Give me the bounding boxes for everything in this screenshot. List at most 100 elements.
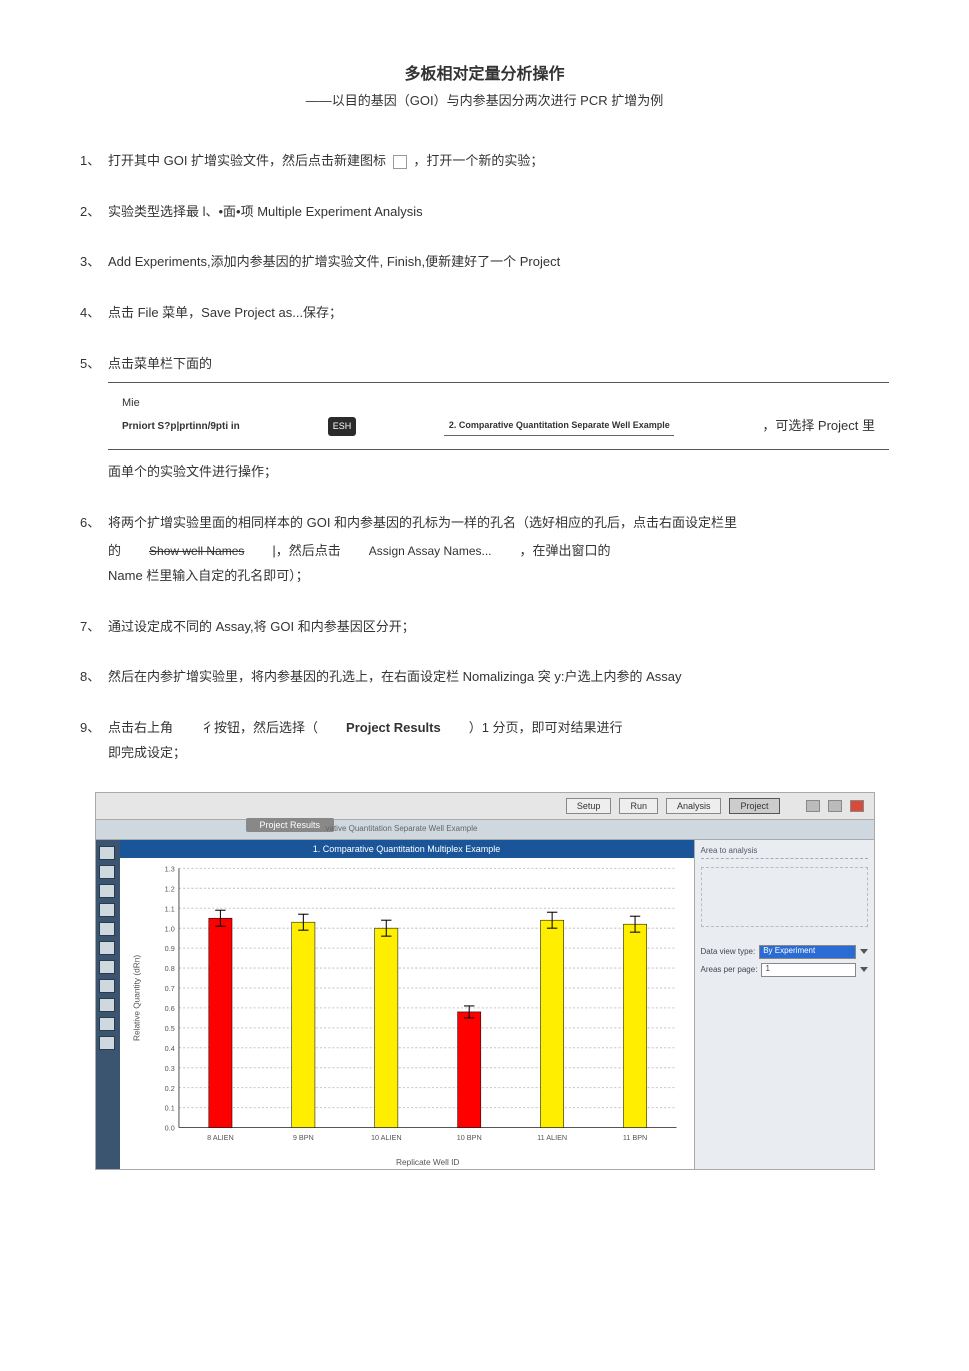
step-text: 点击菜单栏下面的 bbox=[108, 352, 889, 377]
step-num: 2、 bbox=[80, 200, 108, 225]
chart-zone: 1. Comparative Quantitation Multiplex Ex… bbox=[120, 840, 694, 1169]
svg-text:0.5: 0.5 bbox=[164, 1023, 174, 1032]
left-label: Prniort S?p|prtinn/9pti in bbox=[122, 417, 240, 436]
step-4: 4、 点击 File 菜单，Save Project as...保存； bbox=[80, 301, 889, 326]
step-text: ，打开一个新的实验； bbox=[413, 153, 543, 168]
tool-icon[interactable] bbox=[99, 941, 115, 955]
step-1: 1、 打开其中 GOI 扩增实验文件，然后点击新建图标 ，打开一个新的实验； bbox=[80, 149, 889, 174]
tool-icon[interactable] bbox=[99, 884, 115, 898]
svg-text:0.6: 0.6 bbox=[164, 1004, 174, 1013]
step-text: ）1 分页，即可对结果进行 bbox=[469, 716, 623, 741]
left-toolstrip bbox=[96, 840, 120, 1169]
svg-text:9 BPN: 9 BPN bbox=[292, 1132, 313, 1141]
inline-table: Mie Prniort S?p|prtinn/9pti in ESH 2. Co… bbox=[108, 382, 889, 450]
tab-analysis[interactable]: Analysis bbox=[666, 798, 722, 814]
settings-section-title: Area to analysis bbox=[701, 846, 868, 859]
tool-icon[interactable] bbox=[99, 903, 115, 917]
step-text: Name 栏里输入自定的孔名即可）； bbox=[108, 564, 889, 589]
right-text: ，可选择 Project 里 bbox=[762, 414, 875, 439]
areas-per-page-select[interactable]: 1 bbox=[761, 963, 855, 977]
tab-run[interactable]: Run bbox=[619, 798, 658, 814]
step-9: 9、 点击右上角 彳按钮，然后选择（ Project Results ）1 分页… bbox=[80, 716, 889, 765]
svg-text:0.9: 0.9 bbox=[164, 944, 174, 953]
step-7: 7、 通过设定成不同的 Assay,将 GOI 和内参基因区分开； bbox=[80, 615, 889, 640]
tool-icon[interactable] bbox=[99, 922, 115, 936]
svg-text:1.2: 1.2 bbox=[164, 884, 174, 893]
window-max-icon[interactable] bbox=[828, 800, 842, 812]
step-text: ，在弹出窗口的 bbox=[520, 539, 611, 564]
window-close-icon[interactable] bbox=[850, 800, 864, 812]
sub-title: vative Quantitation Separate Well Exampl… bbox=[326, 824, 478, 833]
step-text: 打开其中 GOI 扩增实验文件，然后点击新建图标 bbox=[108, 153, 386, 168]
show-well-names-label: Show well Names bbox=[149, 540, 244, 563]
tab-setup[interactable]: Setup bbox=[566, 798, 612, 814]
step-3: 3、 Add Experiments,添加内参基因的扩增实验文件, Finish… bbox=[80, 250, 889, 275]
dropdown-icon[interactable] bbox=[860, 949, 868, 954]
svg-text:0.0: 0.0 bbox=[164, 1123, 174, 1132]
tool-icon[interactable] bbox=[99, 960, 115, 974]
step-num: 3、 bbox=[80, 250, 108, 275]
tool-icon[interactable] bbox=[99, 979, 115, 993]
esh-badge: ESH bbox=[328, 417, 357, 436]
doc-title: 多板相对定量分析操作 bbox=[80, 60, 889, 84]
tool-icon[interactable] bbox=[99, 1017, 115, 1031]
step-num: 4、 bbox=[80, 301, 108, 326]
tool-icon[interactable] bbox=[99, 846, 115, 860]
svg-text:1.0: 1.0 bbox=[164, 924, 174, 933]
tool-icon[interactable] bbox=[99, 998, 115, 1012]
svg-text:11 BPN: 11 BPN bbox=[622, 1132, 646, 1141]
svg-text:0.8: 0.8 bbox=[164, 964, 174, 973]
svg-text:10 ALIEN: 10 ALIEN bbox=[370, 1132, 401, 1141]
step-2: 2、 实验类型选择最 l、•面•项 Multiple Experiment An… bbox=[80, 200, 889, 225]
step-8: 8、 然后在内参扩增实验里，将内参基因的孔选上，在右面设定栏 Nomalizin… bbox=[80, 665, 889, 690]
step-num: 1、 bbox=[80, 149, 108, 174]
svg-text:0.7: 0.7 bbox=[164, 984, 174, 993]
svg-text:11 ALIEN: 11 ALIEN bbox=[537, 1132, 567, 1141]
step-num: 6、 bbox=[80, 511, 108, 589]
step-text: 即完成设定； bbox=[108, 741, 889, 766]
dropdown-icon[interactable] bbox=[860, 967, 868, 972]
assign-assay-names-label: Assign Assay Names... bbox=[369, 540, 492, 563]
data-view-type-select[interactable]: By Experiment bbox=[759, 945, 855, 959]
tab-project[interactable]: Project bbox=[729, 798, 779, 814]
window-min-icon[interactable] bbox=[806, 800, 820, 812]
step-text: 将两个扩增实验里面的相同样本的 GOI 和内参基因的孔标为一样的孔名（选好相应的… bbox=[108, 511, 889, 536]
doc-subtitle: ——以目的基因（GOI）与内参基因分两次进行 PCR 扩增为例 bbox=[80, 90, 889, 109]
settings-pane: Area to analysis Data view type: By Expe… bbox=[694, 840, 874, 1169]
svg-text:0.1: 0.1 bbox=[164, 1103, 174, 1112]
placeholder-icon bbox=[393, 155, 407, 169]
chart-title: 1. Comparative Quantitation Multiplex Ex… bbox=[120, 840, 694, 858]
step-5: 5、 点击菜单栏下面的 Mie Prniort S?p|prtinn/9pti … bbox=[80, 352, 889, 485]
step-text: 然后在内参扩增实验里，将内参基因的孔选上，在右面设定栏 Nomalizinga … bbox=[108, 665, 889, 690]
step-text: 通过设定成不同的 Assay,将 GOI 和内参基因区分开； bbox=[108, 615, 889, 640]
tool-icon[interactable] bbox=[99, 865, 115, 879]
step-num: 9、 bbox=[80, 716, 108, 765]
step-6: 6、 将两个扩增实验里面的相同样本的 GOI 和内参基因的孔标为一样的孔名（选好… bbox=[80, 511, 889, 589]
step-num: 5、 bbox=[80, 352, 108, 485]
step-num: 8、 bbox=[80, 665, 108, 690]
tool-icon[interactable] bbox=[99, 1036, 115, 1050]
svg-text:Replicate Well ID: Replicate Well ID bbox=[396, 1156, 459, 1166]
svg-text:10 BPN: 10 BPN bbox=[456, 1132, 481, 1141]
window-titlebar: Setup Run Analysis Project bbox=[95, 792, 875, 820]
bar-chart: 0.00.10.20.30.40.50.60.70.80.91.01.11.21… bbox=[120, 858, 694, 1169]
step-text: Add Experiments,添加内参基因的扩增实验文件, Finish,便新… bbox=[108, 250, 889, 275]
svg-text:0.2: 0.2 bbox=[164, 1083, 174, 1092]
underline-field: 2. Comparative Quantitation Separate Wel… bbox=[444, 417, 674, 436]
svg-text:0.3: 0.3 bbox=[164, 1063, 174, 1072]
step-text: |，然后点击 bbox=[272, 539, 340, 564]
app-screenshot: Setup Run Analysis Project Project Resul… bbox=[95, 792, 875, 1170]
svg-text:8 ALIEN: 8 ALIEN bbox=[207, 1132, 234, 1141]
step-text: 的 bbox=[108, 539, 121, 564]
step-text: 面单个的实验文件进行操作； bbox=[108, 460, 889, 485]
data-view-type-label: Data view type: bbox=[701, 947, 756, 956]
areas-per-page-label: Areas per page: bbox=[701, 965, 758, 974]
svg-text:0.4: 0.4 bbox=[164, 1043, 174, 1052]
project-results-label: Project Results bbox=[346, 716, 441, 741]
svg-text:Relative Quantity (dRn): Relative Quantity (dRn) bbox=[131, 954, 141, 1040]
step-num: 7、 bbox=[80, 615, 108, 640]
svg-text:1.3: 1.3 bbox=[164, 864, 174, 873]
project-results-tab[interactable]: Project Results bbox=[246, 818, 335, 832]
step-text: 点击右上角 bbox=[108, 716, 173, 741]
main-area: 1. Comparative Quantitation Multiplex Ex… bbox=[95, 840, 875, 1170]
